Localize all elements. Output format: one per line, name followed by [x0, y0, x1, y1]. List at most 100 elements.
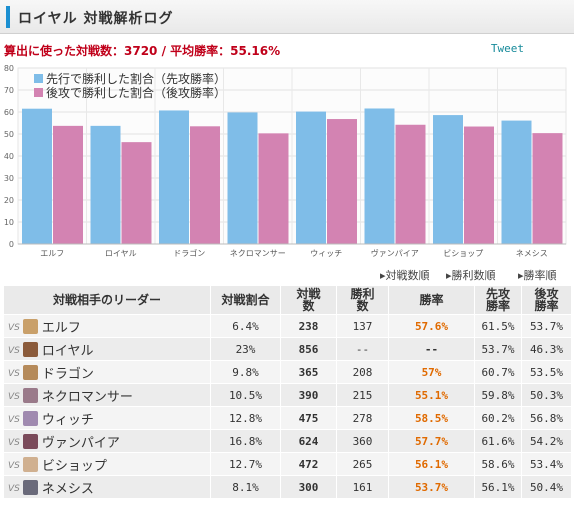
y-tick-label: 60	[4, 108, 14, 117]
y-tick-label: 30	[4, 174, 14, 183]
legend-swatch-second	[34, 88, 43, 97]
vs-label: VS	[8, 391, 20, 402]
x-tick-label: エルフ	[40, 249, 64, 258]
leader-cell[interactable]: VS ネメシス	[3, 475, 211, 499]
x-tick-label: ドラゴン	[173, 248, 205, 258]
header-matches-label: 対戦数	[296, 287, 321, 313]
wins-cell: 215	[336, 383, 389, 407]
share-cell: 9.8%	[210, 360, 281, 384]
first-rate-cell: 61.5%	[474, 314, 522, 338]
table-row: VS ネクロマンサー 10.5% 390 215 55.1% 59.8% 50.3%	[3, 383, 572, 407]
vampire-leader-icon	[22, 433, 38, 449]
leader-name: ビショップ	[41, 458, 107, 474]
vs-label: VS	[8, 460, 20, 471]
tweet-button[interactable]: Tweet	[490, 42, 524, 55]
first-rate-cell: 61.6%	[474, 429, 522, 453]
second-rate-cell: 53.5%	[521, 360, 572, 384]
wins-cell: 161	[336, 475, 389, 499]
elf-leader-icon	[22, 318, 38, 334]
sort-by-wins-link[interactable]: ▸勝利数順	[446, 269, 496, 282]
y-tick-label: 80	[4, 64, 14, 73]
wins-cell: 137	[336, 314, 389, 338]
bar-second-rate	[190, 126, 220, 244]
y-tick-label: 40	[4, 152, 14, 161]
leader-cell[interactable]: VS エルフ	[3, 314, 211, 338]
leader-cell[interactable]: VS ヴァンパイア	[3, 429, 211, 453]
wins-cell: 278	[336, 406, 389, 430]
share-cell: 23%	[210, 337, 281, 361]
table-row: VS ビショップ 12.7% 472 265 56.1% 58.6% 53.4%	[3, 452, 572, 476]
vs-label: VS	[8, 437, 20, 448]
matchup-table: 対戦相手のリーダー 対戦割合 対戦数 勝利数 勝率 先攻勝率 後攻勝率 VS エル…	[3, 285, 572, 499]
matches-cell: 300	[280, 475, 337, 499]
witch-leader-icon	[22, 410, 38, 426]
first-rate-cell: 58.6%	[474, 452, 522, 476]
table-row: VS エルフ 6.4% 238 137 57.6% 61.5% 53.7%	[3, 314, 572, 338]
sort-by-rate-link[interactable]: ▸勝率順	[518, 269, 557, 282]
leader-name: エルフ	[41, 320, 81, 336]
y-tick-label: 20	[4, 196, 14, 205]
nemesis-leader-icon	[22, 479, 38, 495]
share-cell: 8.1%	[210, 475, 281, 499]
x-tick-label: ネメシス	[516, 249, 548, 258]
rate-cell: 57.6%	[388, 314, 475, 338]
bar-first-rate	[90, 125, 121, 244]
bar-second-rate	[464, 126, 494, 244]
header-rate: 勝率	[388, 285, 475, 315]
sort-by-matches-link[interactable]: ▸対戦数順	[380, 269, 430, 282]
leader-cell[interactable]: VS ロイヤル	[3, 337, 211, 361]
header-leader: 対戦相手のリーダー	[3, 285, 211, 315]
header-wins-label: 勝利数	[350, 287, 375, 313]
table-row: VS ウィッチ 12.8% 475 278 58.5% 60.2% 56.8%	[3, 406, 572, 430]
second-rate-cell: 54.2%	[521, 429, 572, 453]
x-tick-label: ロイヤル	[105, 249, 137, 258]
header-second-rate-label: 後攻勝率	[534, 287, 559, 313]
leader-cell[interactable]: VS ビショップ	[3, 452, 211, 476]
dragon-leader-icon	[22, 364, 38, 380]
legend-label-second: 後攻で勝利した割合（後攻勝率）	[46, 85, 226, 100]
bar-second-rate	[532, 133, 563, 244]
rate-cell: 58.5%	[388, 406, 475, 430]
second-rate-cell: 46.3%	[521, 337, 572, 361]
y-tick-label: 50	[4, 130, 14, 139]
rate-cell: 53.7%	[388, 475, 475, 499]
x-tick-label: ネクロマンサー	[230, 249, 286, 258]
header-second-rate: 後攻勝率	[521, 285, 572, 315]
share-cell: 12.8%	[210, 406, 281, 430]
bar-second-rate	[258, 133, 289, 244]
rate-cell: 55.1%	[388, 383, 475, 407]
sort-links: ▸対戦数順 ▸勝利数順 ▸勝率順	[0, 264, 574, 284]
second-rate-cell: 50.3%	[521, 383, 572, 407]
bar-second-rate	[395, 124, 426, 244]
x-tick-label: ビショップ	[443, 249, 483, 258]
rate-cell: 57.7%	[388, 429, 475, 453]
vs-label: VS	[8, 483, 20, 494]
share-cell: 12.7%	[210, 452, 281, 476]
matches-cell: 624	[280, 429, 337, 453]
matches-cell: 472	[280, 452, 337, 476]
share-cell: 10.5%	[210, 383, 281, 407]
leader-cell[interactable]: VS ネクロマンサー	[3, 383, 211, 407]
legend-label-first: 先行で勝利した割合（先攻勝率）	[46, 71, 226, 86]
first-rate-cell: 60.2%	[474, 406, 522, 430]
win-rate-bar-chart: 0 10 20 30 40 50 60 70 80 エルフ ロイヤル ドラゴン ネクロマンサー ウィッチ ヴ…	[4, 64, 567, 258]
header-share: 対戦割合	[210, 285, 281, 315]
bar-first-rate	[296, 111, 326, 244]
bar-second-rate	[53, 125, 83, 244]
header-first-rate: 先攻勝率	[474, 285, 522, 315]
leader-name: ウィッチ	[41, 412, 94, 428]
share-cell: 6.4%	[210, 314, 281, 338]
second-rate-cell: 53.7%	[521, 314, 572, 338]
second-rate-cell: 53.4%	[521, 452, 572, 476]
bar-first-rate	[227, 112, 258, 244]
leader-cell[interactable]: VS ドラゴン	[3, 360, 211, 384]
rate-cell: 57%	[388, 360, 475, 384]
wins-cell: 208	[336, 360, 389, 384]
table-header-row: 対戦相手のリーダー 対戦割合 対戦数 勝利数 勝率 先攻勝率 後攻勝率	[3, 285, 572, 315]
leader-cell[interactable]: VS ウィッチ	[3, 406, 211, 430]
table-row: VS ヴァンパイア 16.8% 624 360 57.7% 61.6% 54.2%	[3, 429, 572, 453]
bishop-leader-icon	[22, 456, 38, 472]
summary-text: 算出に使った対戦数：3720 / 平均勝率：55.16%	[4, 44, 281, 58]
x-tick-label: ウィッチ	[310, 249, 342, 258]
matches-cell: 365	[280, 360, 337, 384]
